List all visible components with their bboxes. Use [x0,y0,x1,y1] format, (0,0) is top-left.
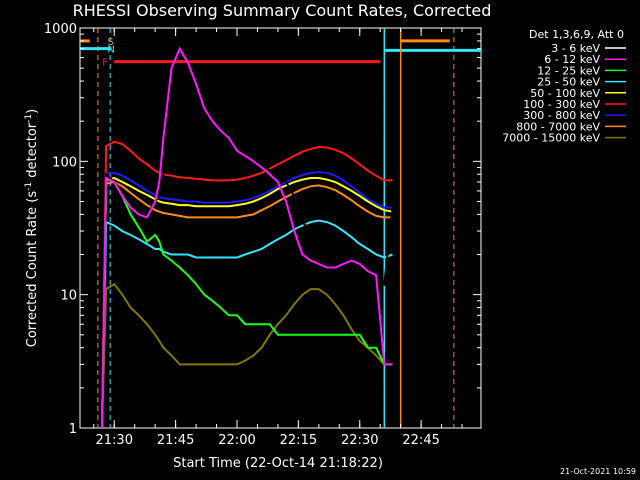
chart-title: RHESSI Observing Summary Count Rates, Co… [73,1,492,20]
x-tick-label: 21:30 [96,433,133,448]
legend-label: 100 - 300 keV [523,98,600,111]
series-line-12-25-kev [101,176,393,428]
flag-label: N [107,45,114,56]
y-tick-label: 100 [52,155,77,170]
legend-label: 7000 - 15000 keV [502,132,600,145]
legend-label: 12 - 25 keV [537,64,600,77]
y-tick-label: 10 [60,289,77,304]
series-line-7000-15000-kev [101,282,393,428]
x-axis-label: Start Time (22-Oct-14 21:18:22) [173,456,383,471]
y-tick-label: 1000 [44,22,77,37]
x-tick-label: 22:30 [341,433,378,448]
flag-label: S [107,37,113,48]
y-axis-label: Corrected Count Rate (s-1 detector-1) [24,109,40,347]
series-line-50-100-kev [101,176,393,428]
series-line-3-6-kev [101,90,394,428]
legend-label: 6 - 12 keV [544,53,600,66]
series-line-800-7000-kev [101,180,393,428]
x-tick-label: 22:00 [218,433,255,448]
legend-header: Det 1,3,6,9, Att 0 [529,28,624,41]
legend-label: 3 - 6 keV [551,42,600,55]
legend-label: 50 - 100 keV [530,87,600,100]
series-line-25-50-kev [101,219,393,428]
flag-label: F [102,58,108,69]
x-tick-label: 22:45 [402,433,439,448]
y-tick-label: 1 [69,422,77,437]
timestamp: 21-Oct-2021 10:59 [560,467,636,476]
legend-label: 800 - 7000 keV [516,120,600,133]
plot-frame [79,27,482,429]
series-line-100-300-kev [101,140,393,428]
series-line-300-800-kev [101,171,393,428]
legend-label: 25 - 50 keV [537,76,600,89]
series-line-6-12-kev [101,46,393,428]
legend-label: 300 - 800 keV [523,109,600,122]
x-tick-label: 21:45 [157,433,194,448]
x-tick-label: 22:15 [280,433,317,448]
